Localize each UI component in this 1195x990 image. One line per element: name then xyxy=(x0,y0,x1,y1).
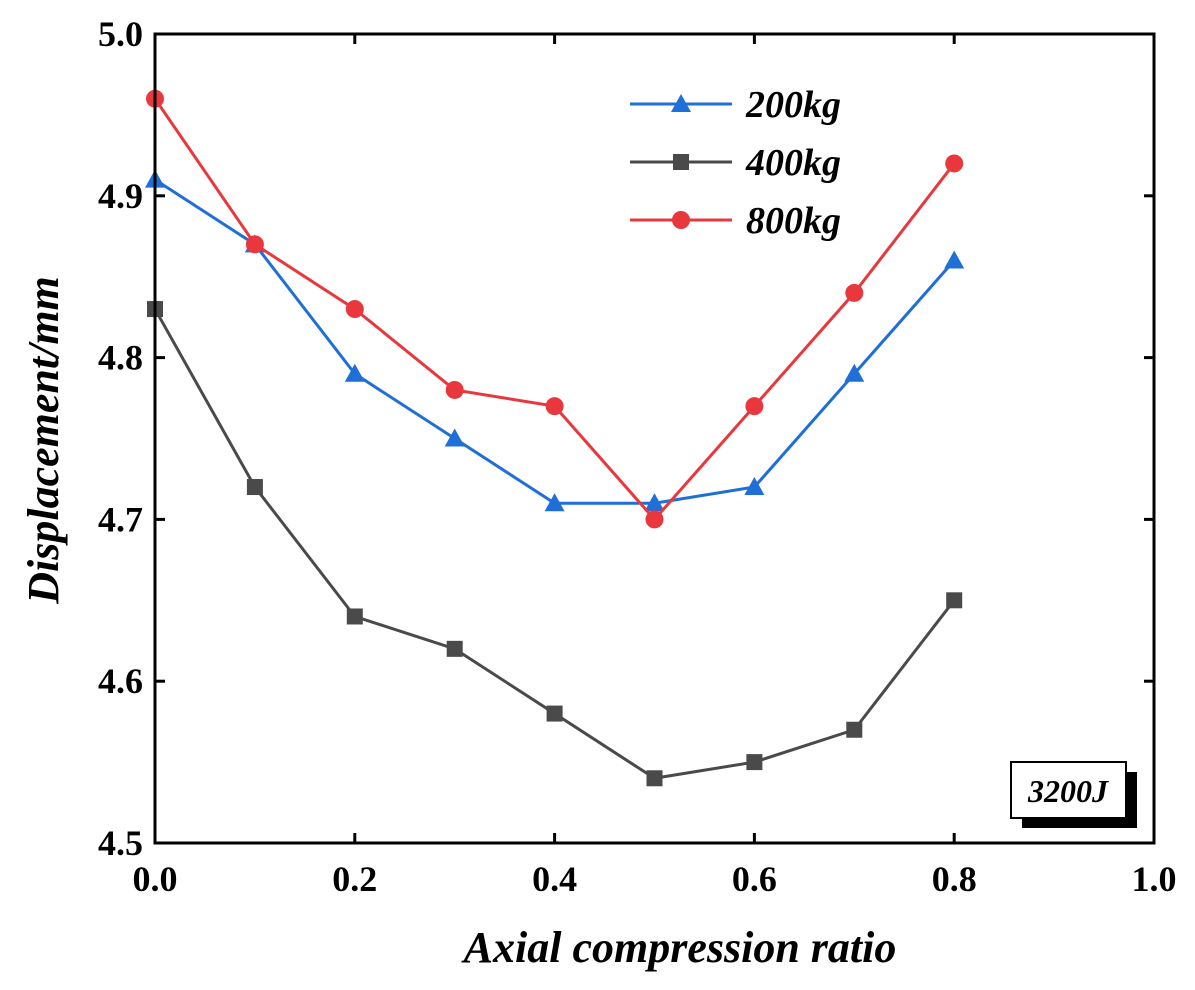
series-200kg xyxy=(145,169,965,512)
legend-item-200kg: 200kg xyxy=(630,84,841,126)
data-point-400kg xyxy=(946,592,963,609)
x-tick-label: 0.8 xyxy=(932,859,977,899)
data-point-400kg xyxy=(646,770,663,787)
data-point-400kg xyxy=(446,640,463,657)
data-point-200kg xyxy=(844,363,865,382)
data-point-200kg xyxy=(744,477,765,496)
annotation-box: 3200J xyxy=(1010,761,1137,828)
data-point-800kg xyxy=(445,380,464,399)
data-point-400kg xyxy=(246,479,263,496)
data-point-400kg xyxy=(846,721,863,738)
data-point-200kg xyxy=(344,363,365,382)
legend-marker xyxy=(673,154,689,170)
legend-marker xyxy=(671,94,691,112)
plot-frame xyxy=(153,32,1156,845)
data-point-800kg xyxy=(845,283,864,302)
x-tick-label: 0.2 xyxy=(332,859,377,899)
data-point-200kg xyxy=(544,493,565,512)
data-point-400kg xyxy=(546,705,563,722)
plot-area xyxy=(145,89,965,787)
data-point-200kg xyxy=(944,250,965,269)
y-tick-label: 4.7 xyxy=(98,499,143,539)
x-tick-label: 0.4 xyxy=(532,859,577,899)
legend-marker xyxy=(672,211,690,229)
data-point-200kg xyxy=(644,493,665,512)
legend-item-400kg: 400kg xyxy=(630,142,841,184)
data-point-200kg xyxy=(444,428,465,447)
x-axis-title: Axial compression ratio xyxy=(461,923,897,972)
annotation-label: 3200J xyxy=(1027,773,1109,809)
series-800kg xyxy=(146,89,964,529)
series-400kg xyxy=(147,301,963,787)
x-tick-label: 0.6 xyxy=(732,859,777,899)
data-point-800kg xyxy=(345,300,364,319)
legend-label: 200kg xyxy=(745,84,841,126)
data-point-800kg xyxy=(245,235,264,254)
x-tick-label: 1.0 xyxy=(1132,859,1177,899)
legend-item-800kg: 800kg xyxy=(630,200,841,242)
data-point-400kg xyxy=(746,754,763,771)
axes: 0.0 0.2 0.4 0.6 0.8 1.0 4.5 4.6 4.7 4.8 4.9 5.0 xyxy=(98,14,1177,899)
y-tick-label: 4.9 xyxy=(98,176,143,216)
y-tick-label: 4.6 xyxy=(98,661,143,701)
data-point-400kg xyxy=(346,608,363,625)
data-point-800kg xyxy=(645,510,664,529)
data-point-800kg xyxy=(945,154,964,173)
y-tick-label: 4.8 xyxy=(98,338,143,378)
y-tick-label: 4.5 xyxy=(98,823,143,863)
annotation-frame xyxy=(1010,761,1127,819)
x-tick-label: 0.0 xyxy=(133,859,178,899)
legend: 200kg 400kg 800kg xyxy=(630,84,841,242)
y-tick-label: 5.0 xyxy=(98,14,143,54)
y-axis-title: Displacement/mm xyxy=(19,276,68,605)
legend-label: 800kg xyxy=(746,200,841,242)
data-point-800kg xyxy=(545,397,564,416)
data-point-800kg xyxy=(745,397,764,416)
legend-label: 400kg xyxy=(745,142,841,184)
